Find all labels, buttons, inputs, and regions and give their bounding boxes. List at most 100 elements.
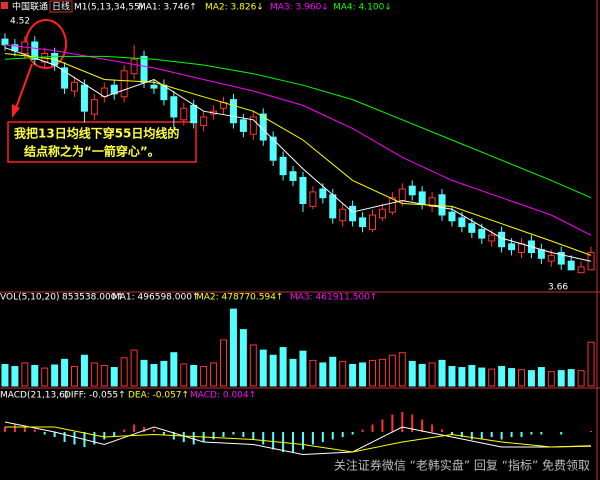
volume-bar [438, 359, 446, 387]
candle-body [249, 116, 257, 135]
volume-bar [398, 352, 406, 387]
panel-header: MA4: 4.100↓ [333, 3, 392, 13]
volume-bar [269, 354, 277, 387]
volume-bar [279, 347, 287, 387]
volume-bar [587, 341, 595, 387]
candle-body [269, 136, 277, 161]
panel-header: 853538.000↑ [62, 293, 124, 303]
volume-bar [190, 365, 198, 387]
candle-body [299, 177, 307, 204]
candle-body [120, 70, 128, 98]
candle-body [388, 197, 396, 213]
volume-bar [577, 370, 585, 387]
arrow [15, 63, 33, 109]
volume-bar [339, 360, 347, 387]
candle-body [537, 249, 545, 259]
candle-body [498, 231, 506, 248]
panel-header: MA1: 496598.000↑ [112, 293, 199, 303]
volume-bar [120, 357, 128, 387]
candle-body [428, 197, 436, 207]
candle-body [31, 41, 39, 60]
low-label: 3.66 [548, 283, 568, 293]
volume-bar [71, 366, 78, 387]
volume-bar [239, 329, 247, 387]
volume-bar [41, 367, 49, 387]
candle-body [140, 55, 148, 83]
candle-body [398, 188, 406, 202]
panel-header: DIFF: -0.055↑ [64, 391, 126, 401]
line [4, 421, 592, 456]
icon [1, 2, 8, 9]
panel-header: M1(5,13,34,55) [74, 3, 143, 13]
candle-body [557, 252, 565, 265]
volume-bar [259, 349, 267, 387]
volume-bar [21, 362, 29, 387]
candle-body [170, 96, 178, 118]
candle-body [577, 266, 585, 274]
candle-body [11, 44, 19, 52]
volume-bar [488, 368, 496, 387]
candle-body [180, 107, 188, 121]
annotation: 我把13日均线下穿55日均线的 [14, 126, 179, 141]
candle-body [289, 171, 297, 181]
volume-bar [369, 359, 376, 387]
candle-body [458, 217, 466, 228]
candle-body [547, 254, 555, 262]
panel-header: MACD(21,13,6) [0, 391, 68, 401]
candle-body [190, 104, 198, 124]
volume-bar [428, 362, 436, 387]
candle-body [418, 191, 426, 204]
volume-bar [170, 352, 178, 387]
candle-body [378, 208, 386, 219]
line [4, 53, 592, 256]
candle-body [319, 188, 327, 199]
candle-body [339, 208, 347, 222]
volume-bar [378, 358, 386, 387]
panel-header: MACD: 0.004↑ [190, 391, 256, 401]
volume-bar [329, 356, 337, 387]
candle-body [408, 185, 416, 196]
panel-header: MA3: 3.960↓ [270, 3, 329, 13]
volume-bar [527, 370, 535, 387]
panel-header: 中国联通 [12, 1, 48, 13]
candle-body [150, 84, 158, 89]
candle-body [279, 156, 287, 176]
volume-bar [359, 362, 367, 387]
candle-body [80, 84, 88, 112]
volume-bar [200, 366, 208, 387]
high-label: 4.52 [10, 17, 30, 27]
candle-body [488, 234, 496, 242]
volume-bar [229, 308, 237, 387]
volume-bar [557, 370, 565, 387]
candle-body [587, 252, 595, 271]
volume-bar [537, 367, 545, 387]
panel-header: DEA: -0.057↑ [128, 391, 189, 401]
volume-bar [319, 362, 327, 387]
volume-bar [418, 363, 426, 387]
volume-bar [100, 365, 108, 387]
volume-bar [160, 360, 168, 387]
candle-body [90, 99, 98, 115]
period-box [49, 0, 73, 13]
candle-body [518, 243, 525, 254]
volume-bar [140, 359, 148, 387]
annotation-box [7, 121, 197, 163]
volume-bar [289, 358, 297, 387]
candle-body [359, 217, 367, 228]
volume-bar [388, 354, 396, 387]
volume-bar [150, 363, 158, 387]
volume-bar [130, 349, 138, 387]
volume-bar [478, 367, 486, 387]
line [5, 426, 592, 453]
volume-bar [458, 367, 466, 387]
volume-bar [11, 366, 19, 387]
volume-bar [508, 368, 516, 387]
candle-body [200, 116, 208, 127]
candle-body [438, 194, 446, 216]
candle-body [369, 214, 376, 230]
volume-bar [220, 339, 227, 387]
volume-bar [51, 364, 59, 387]
volume-bar [349, 363, 357, 387]
